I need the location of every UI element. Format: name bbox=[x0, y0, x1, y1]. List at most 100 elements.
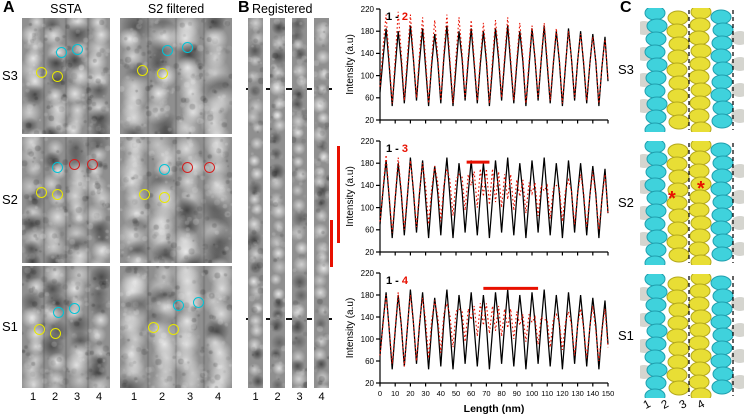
registered-strip-3 bbox=[292, 18, 307, 388]
annotation-circle bbox=[159, 191, 171, 203]
annotation-circle bbox=[69, 303, 81, 315]
em-image-filtered-s3 bbox=[120, 18, 232, 134]
x-tick-label: 140 bbox=[587, 389, 600, 398]
panel-a-label: A bbox=[3, 0, 15, 16]
tubulin-subunit bbox=[712, 22, 734, 38]
tubulin-subunit bbox=[690, 348, 712, 364]
y-axis-label: Intensity (a.u) bbox=[345, 298, 356, 359]
tubulin-subunit bbox=[644, 274, 666, 287]
row-label-s2: S2 bbox=[2, 192, 18, 207]
annotation-circle bbox=[86, 159, 98, 171]
background-density bbox=[731, 57, 744, 71]
background-density bbox=[731, 242, 744, 256]
registered-strip-4 bbox=[314, 18, 329, 388]
tubulin-subunit bbox=[646, 96, 668, 112]
tubulin-subunit bbox=[710, 314, 732, 330]
x-tick-label: 50 bbox=[452, 389, 460, 398]
red-marker-line-short bbox=[330, 220, 333, 267]
annotation-circle bbox=[181, 41, 193, 53]
tubulin-subunit bbox=[646, 151, 668, 167]
tubulin-subunit bbox=[689, 95, 711, 111]
annotation-circle bbox=[204, 161, 216, 173]
registered-strip-1 bbox=[248, 18, 263, 388]
tubulin-subunit bbox=[667, 221, 689, 237]
tubulin-subunit bbox=[646, 323, 668, 339]
tubulin-subunit bbox=[711, 35, 733, 51]
lane-number: 3 bbox=[73, 391, 81, 403]
series-4 bbox=[379, 292, 609, 367]
tubulin-subunit bbox=[690, 309, 712, 325]
tubulin-subunit bbox=[711, 246, 733, 262]
em-image-ssta-s2 bbox=[22, 137, 110, 263]
chart-legend: 1 - 4 bbox=[386, 275, 409, 287]
x-tick-label: 0 bbox=[378, 389, 382, 398]
tubulin-subunit bbox=[646, 18, 668, 34]
tubulin-subunit bbox=[646, 57, 668, 73]
tubulin-subunit bbox=[710, 275, 732, 291]
series-2 bbox=[379, 11, 609, 104]
tubulin-subunit bbox=[690, 274, 712, 286]
tubulin-subunit bbox=[689, 361, 711, 377]
tubulin-subunit bbox=[690, 121, 712, 132]
lane-number: 1 bbox=[29, 391, 37, 403]
tubulin-subunit bbox=[668, 75, 690, 91]
tubulin-subunit bbox=[666, 101, 688, 117]
tubulin-subunit bbox=[712, 288, 734, 304]
tubulin-subunit bbox=[710, 9, 732, 25]
annotation-circle bbox=[53, 306, 65, 318]
tubulin-subunit bbox=[668, 302, 690, 318]
tubulin-subunit bbox=[688, 374, 710, 390]
y-tick-label: 140 bbox=[361, 181, 375, 190]
tubulin-subunit bbox=[689, 56, 711, 72]
lane-number: 4 bbox=[695, 398, 707, 412]
x-tick-label: 110 bbox=[541, 389, 553, 398]
render-label-s2: S2 bbox=[618, 195, 634, 210]
lane-number: 4 bbox=[95, 391, 103, 403]
annotation-circle bbox=[34, 323, 46, 335]
tubulin-subunit bbox=[644, 216, 666, 232]
annotation-circle bbox=[181, 161, 193, 173]
tubulin-subunit bbox=[666, 62, 688, 78]
render-label-s1: S1 bbox=[618, 328, 634, 343]
x-tick-label: 80 bbox=[497, 389, 505, 398]
tubulin-subunit bbox=[646, 284, 668, 300]
tubulin-subunit bbox=[667, 354, 689, 370]
annotation-circle bbox=[49, 327, 61, 339]
registration-dashed-line-top bbox=[246, 88, 332, 90]
tubulin-subunit bbox=[710, 48, 732, 64]
background-density bbox=[731, 190, 744, 204]
registered-strip-2 bbox=[270, 18, 285, 388]
y-axis-label: Intensity (a.u) bbox=[345, 166, 356, 227]
surface-render-s1 bbox=[640, 274, 744, 398]
lattice-svg: * * bbox=[640, 141, 744, 265]
x-tick-label: 60 bbox=[467, 389, 475, 398]
y-tick-label: 220 bbox=[361, 137, 375, 146]
y-tick-label: 180 bbox=[361, 159, 375, 168]
row-label-s1: S1 bbox=[2, 319, 18, 334]
panel-c-label: C bbox=[620, 0, 632, 16]
annotation-circle bbox=[71, 43, 83, 55]
background-density bbox=[731, 31, 744, 45]
panel-b-title: Registered bbox=[252, 2, 313, 16]
background-density bbox=[731, 109, 744, 123]
tubulin-subunit bbox=[712, 233, 734, 249]
chart-legend: 1 - 3 bbox=[386, 143, 408, 155]
lane-number: 3 bbox=[296, 391, 303, 403]
tubulin-subunit bbox=[712, 61, 734, 77]
tubulin-subunit bbox=[688, 335, 710, 351]
tubulin-subunit bbox=[689, 150, 711, 166]
background-density bbox=[731, 216, 744, 230]
registration-dashed-line-bottom bbox=[246, 318, 332, 320]
lane-number: 2 bbox=[659, 398, 671, 412]
em-canvas bbox=[248, 18, 263, 388]
tubulin-subunit bbox=[645, 336, 667, 352]
annotation-circle bbox=[192, 297, 204, 309]
x-tick-label: 90 bbox=[513, 389, 521, 398]
tubulin-subunit bbox=[666, 156, 688, 172]
em-canvas bbox=[22, 18, 110, 134]
tubulin-subunit bbox=[690, 254, 712, 265]
y-tick-label: 140 bbox=[361, 313, 375, 322]
tubulin-subunit bbox=[688, 241, 710, 257]
tubulin-subunit bbox=[645, 203, 667, 219]
red-marker-line-long bbox=[337, 146, 340, 243]
